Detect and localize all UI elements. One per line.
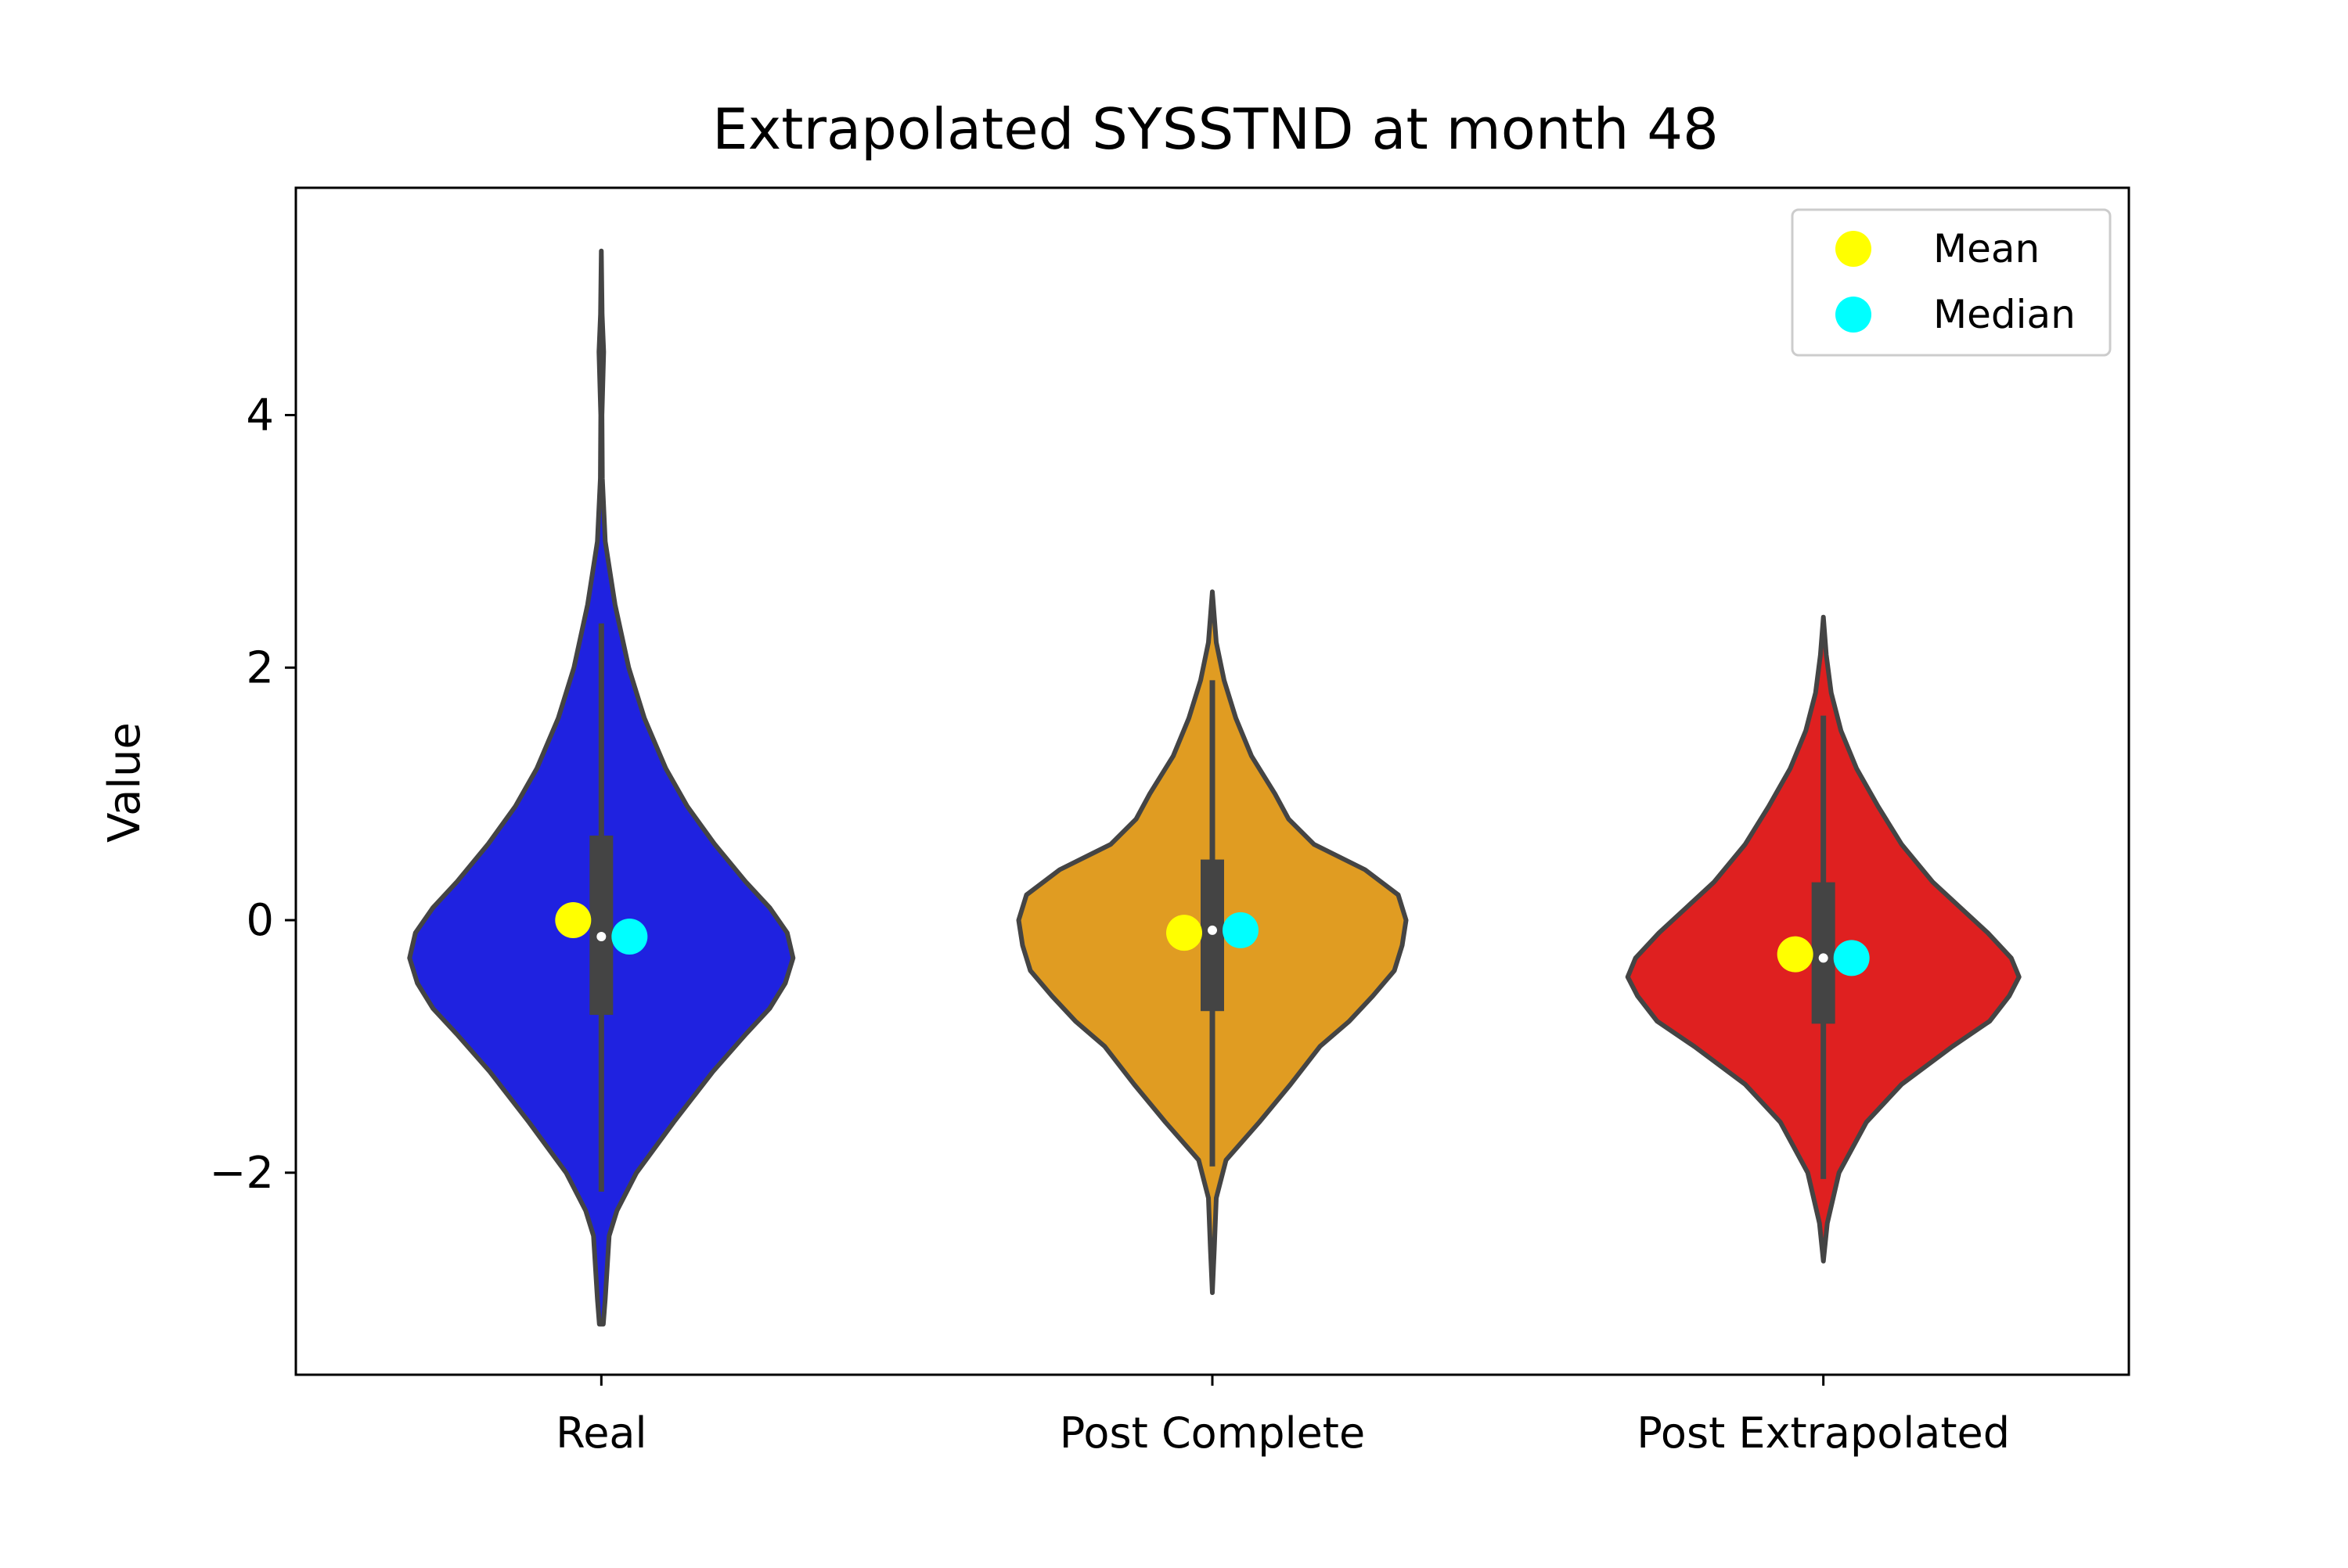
median-dot: [1818, 953, 1828, 963]
median-dot: [1208, 925, 1217, 935]
axes: −2 0 2 4 Real Post Complete Post Extrapolated: [209, 186, 2130, 1458]
iqr-box: [1201, 859, 1224, 1012]
iqr-box: [589, 835, 614, 1016]
median-dot: [596, 932, 607, 942]
y-axis-label: Value: [99, 722, 150, 843]
y-tick-label: −2: [209, 1148, 274, 1199]
legend-marker-mean: [1835, 231, 1871, 267]
y-tick-label: 0: [246, 895, 274, 946]
mean-marker: [555, 902, 592, 939]
median-marker: [611, 919, 648, 955]
legend-marker-median: [1835, 297, 1871, 333]
chart-title: Extrapolated SYSSTND at month 48: [712, 96, 1719, 162]
iqr-box: [1811, 882, 1835, 1024]
mean-marker: [1777, 936, 1813, 973]
legend-label-median: Median: [1933, 292, 2076, 337]
legend-label-mean: Mean: [1933, 226, 2040, 272]
median-marker: [1223, 912, 1259, 948]
median-marker: [1833, 940, 1870, 976]
x-tick-label: Post Complete: [1060, 1408, 1365, 1458]
legend: Mean Median: [1791, 208, 2112, 357]
x-tick-label: Post Extrapolated: [1637, 1408, 2010, 1458]
y-tick-label: 2: [246, 642, 274, 693]
legend-box: [1791, 208, 2112, 357]
x-tick-label: Real: [556, 1408, 646, 1458]
violin-layer: [407, 248, 2022, 1327]
y-tick-label: 4: [246, 390, 274, 441]
mean-marker: [1166, 915, 1202, 951]
